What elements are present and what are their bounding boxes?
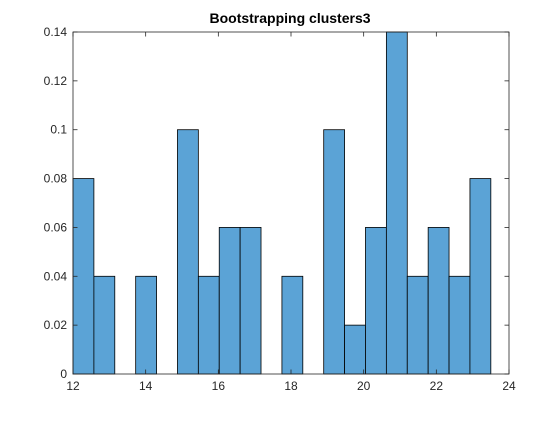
histogram-bar (427, 227, 450, 375)
histogram-bar (469, 178, 492, 375)
y-tick-labels: 0 0.02 0.04 0.06 0.08 0.1 0.12 0.14 (44, 25, 68, 381)
histogram-bar (93, 275, 116, 375)
histogram-bar (239, 227, 262, 375)
y-tick-label: 0.1 (50, 123, 67, 137)
y-tick-label: 0.02 (44, 318, 68, 332)
x-tick-label: 16 (212, 379, 226, 393)
histogram-bar (385, 31, 408, 375)
x-tick-label: 24 (502, 379, 516, 393)
y-tick-label: 0 (60, 367, 67, 381)
histogram-bar (281, 275, 304, 375)
histogram-bar (406, 275, 429, 375)
chart-title: Bootstrapping clusters3 (209, 10, 370, 26)
x-tick-label: 22 (430, 379, 444, 393)
histogram-bar (218, 227, 241, 375)
x-tick-labels: 12 14 16 18 20 22 24 (66, 379, 516, 393)
x-tick-label: 14 (139, 379, 153, 393)
histogram-bar (448, 275, 471, 375)
x-tick-label: 18 (284, 379, 298, 393)
y-tick-label: 0.12 (44, 74, 68, 88)
histogram-bar (197, 275, 220, 375)
axes (72, 31, 510, 375)
histogram-bar (365, 227, 387, 375)
histogram-bar (177, 129, 199, 375)
x-tick-label: 12 (66, 379, 80, 393)
histogram-bar (344, 324, 366, 375)
y-tick-label: 0.04 (44, 269, 68, 283)
histogram-bar (323, 129, 345, 375)
y-tick-label: 0.08 (44, 172, 68, 186)
histogram-bar (135, 275, 157, 375)
x-tick-label: 20 (357, 379, 371, 393)
histogram-bars (72, 31, 492, 375)
y-tick-label: 0.06 (44, 220, 68, 234)
y-tick-label: 0.14 (44, 25, 68, 39)
